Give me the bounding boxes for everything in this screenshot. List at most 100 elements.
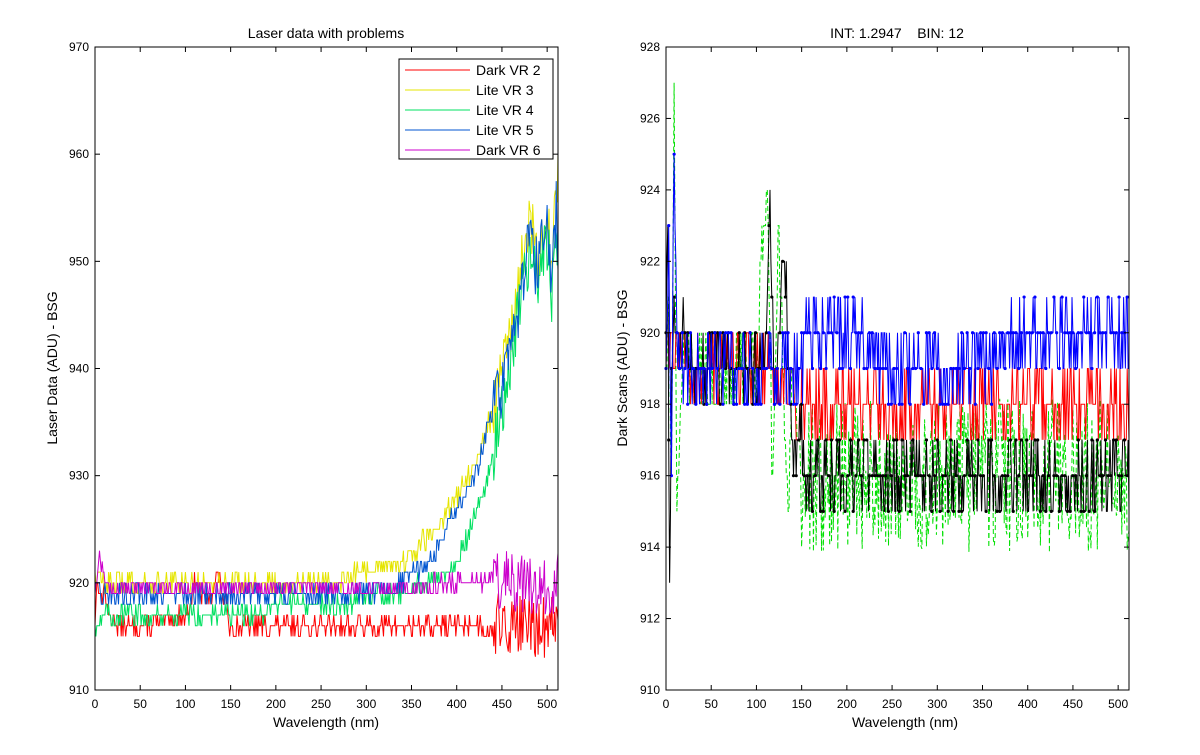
series-point bbox=[1112, 331, 1116, 335]
series-point bbox=[786, 331, 790, 335]
series-point bbox=[943, 402, 948, 406]
series-point bbox=[981, 331, 986, 335]
series-point bbox=[683, 331, 687, 335]
right-chart: INT: 1.2947 BIN: 12 Wavelength (nm) Dark… bbox=[614, 25, 1130, 730]
series-point bbox=[1079, 331, 1083, 335]
right-chart-title: INT: 1.2947 BIN: 12 bbox=[830, 25, 964, 41]
series-point bbox=[808, 331, 812, 335]
left-chart: Laser data with problems Wavelength (nm)… bbox=[44, 25, 559, 730]
series-point bbox=[1038, 331, 1042, 335]
series-point bbox=[987, 366, 991, 371]
series-point bbox=[965, 438, 969, 442]
series-point bbox=[1065, 509, 1070, 513]
series-point bbox=[889, 474, 893, 478]
right-chart-axes-box bbox=[665, 46, 1130, 691]
series-point bbox=[876, 474, 880, 478]
series-point bbox=[894, 438, 899, 442]
x-tick-label: 100 bbox=[746, 697, 766, 711]
series-point bbox=[886, 402, 891, 406]
series-point bbox=[865, 366, 869, 371]
series-point bbox=[1114, 438, 1118, 442]
legend-label-lite-vr-4: Lite VR 4 bbox=[476, 102, 534, 118]
series-point bbox=[848, 366, 853, 371]
series-point bbox=[748, 331, 752, 335]
x-tick-label: 0 bbox=[663, 697, 670, 711]
series-point bbox=[954, 366, 958, 371]
series-point bbox=[946, 402, 950, 406]
series-point bbox=[1017, 474, 1021, 478]
series-point bbox=[995, 366, 999, 371]
series-point bbox=[1033, 438, 1037, 442]
series-point bbox=[1106, 295, 1110, 299]
right-chart-ticks-layer: 0 50 100 150 200 250 300 350 400 450 500 910 912 914 9… bbox=[640, 40, 1129, 711]
series-point bbox=[857, 331, 861, 335]
series-point bbox=[800, 331, 804, 335]
series-point bbox=[1063, 331, 1067, 335]
series-point bbox=[854, 331, 858, 335]
series-point bbox=[778, 402, 782, 406]
series-point bbox=[973, 474, 977, 478]
y-tick-label: 924 bbox=[640, 183, 660, 197]
series-point bbox=[876, 366, 880, 371]
series-point bbox=[718, 402, 722, 406]
series-point bbox=[1101, 331, 1105, 335]
series-point bbox=[905, 366, 910, 371]
series-point bbox=[829, 438, 834, 442]
series-point bbox=[1046, 474, 1051, 478]
series-point bbox=[886, 509, 891, 513]
series-point bbox=[843, 509, 847, 513]
series-point bbox=[675, 331, 679, 335]
series-point bbox=[775, 366, 779, 371]
series-point bbox=[1074, 366, 1078, 371]
series-point bbox=[989, 402, 994, 406]
legend-label-lite-vr-5: Lite VR 5 bbox=[476, 122, 534, 138]
series-point bbox=[1076, 331, 1080, 335]
left-chart-series-layer bbox=[94, 153, 559, 658]
series-point bbox=[1079, 509, 1083, 513]
series-point bbox=[1000, 474, 1004, 478]
series-point bbox=[932, 331, 937, 335]
series-point bbox=[1014, 438, 1018, 442]
series-point bbox=[753, 402, 758, 406]
y-tick-label: 922 bbox=[640, 254, 660, 268]
right-chart-series-layer bbox=[664, 82, 1130, 583]
y-tick-label: 950 bbox=[69, 254, 89, 268]
legend-label-dark-vr-2: Dark VR 2 bbox=[476, 62, 541, 78]
series-point bbox=[984, 331, 988, 335]
series-point bbox=[913, 474, 918, 478]
series-point bbox=[1082, 295, 1086, 299]
series-point bbox=[1030, 331, 1034, 335]
series-point bbox=[881, 366, 885, 371]
series-point bbox=[726, 331, 730, 335]
series-point bbox=[846, 474, 850, 478]
x-tick-label: 400 bbox=[447, 697, 467, 711]
series-point bbox=[740, 366, 744, 371]
y-tick-label: 918 bbox=[640, 397, 660, 411]
series-point bbox=[922, 402, 926, 406]
left-chart-ylabel: Laser Data (ADU) - BSG bbox=[44, 291, 60, 444]
left-chart-xlabel: Wavelength (nm) bbox=[273, 714, 379, 730]
series-point bbox=[865, 438, 869, 442]
series-point bbox=[840, 474, 844, 478]
series-point bbox=[677, 366, 682, 371]
series-point bbox=[843, 295, 847, 299]
series-point bbox=[1008, 438, 1013, 442]
series-point bbox=[1019, 331, 1023, 335]
x-tick-label: 350 bbox=[401, 697, 421, 711]
series-point bbox=[1025, 438, 1029, 442]
series-point bbox=[721, 402, 725, 406]
series-point bbox=[873, 366, 877, 371]
series-point bbox=[1120, 474, 1124, 478]
series-point bbox=[797, 366, 801, 371]
series-point bbox=[984, 509, 988, 513]
series-point bbox=[859, 474, 863, 478]
x-tick-label: 450 bbox=[1063, 697, 1083, 711]
series-point bbox=[916, 331, 920, 335]
y-tick-label: 916 bbox=[640, 469, 660, 483]
x-tick-label: 350 bbox=[972, 697, 992, 711]
series-point bbox=[951, 509, 956, 513]
series-point bbox=[840, 366, 844, 371]
series-point bbox=[816, 331, 820, 335]
series-point bbox=[1076, 438, 1080, 442]
